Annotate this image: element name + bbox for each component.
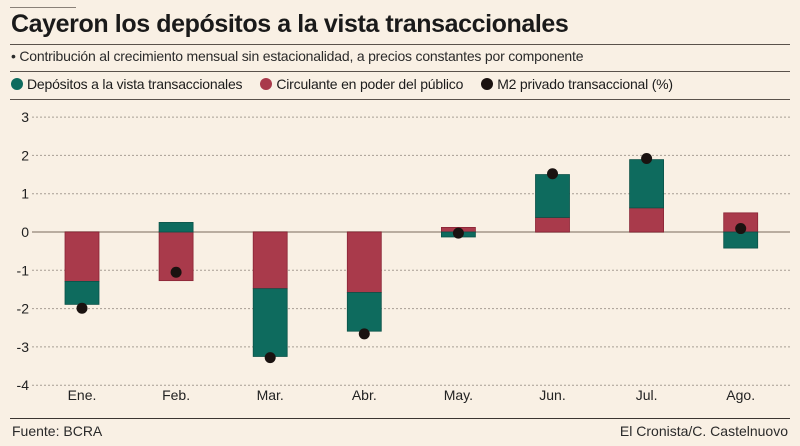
m2-dot <box>452 227 464 239</box>
gridlines <box>32 116 790 386</box>
stacked-bar-chart: 3 2 1 0 -1 -2 -3 -4 Ene. Feb. Mar. Abr. May. Jun. Jul… <box>17 109 790 403</box>
m2-dot <box>76 302 88 314</box>
y-tick-label: -4 <box>17 377 30 393</box>
credit-note: El Cronista/C. Castelnuovo <box>619 423 788 439</box>
y-tick-label: -2 <box>17 301 30 317</box>
bars <box>64 159 759 357</box>
bar-depositos <box>723 231 759 249</box>
x-tick-label: May. <box>444 387 473 403</box>
bar-circulante <box>535 217 570 233</box>
legend-label: M2 privado transaccional (%) <box>497 76 673 92</box>
source-note: Fuente: BCRA <box>12 423 103 439</box>
bar-circulante <box>252 231 288 290</box>
y-tick-label: 0 <box>21 224 29 240</box>
x-tick-label: Ene. <box>68 387 97 403</box>
bar-circulante <box>629 207 664 233</box>
bar-depositos <box>629 159 664 209</box>
legend-swatch-icon <box>260 78 273 90</box>
x-tick-label: Jun. <box>539 387 565 403</box>
legend-divider <box>10 99 790 100</box>
bar-depositos <box>64 281 100 305</box>
y-tick-label: -1 <box>17 262 30 278</box>
legend-label: Circulante en poder del público <box>276 76 464 92</box>
legend-swatch-icon <box>481 78 494 90</box>
y-tick-label: 3 <box>21 109 29 125</box>
legend-swatch-icon <box>11 78 23 90</box>
chart-title: Cayeron los depósitos a la vista transac… <box>11 10 569 38</box>
y-tick-label: -3 <box>17 339 30 355</box>
y-axis-ticks: 3 2 1 0 -1 -2 -3 -4 <box>17 109 30 393</box>
m2-dot <box>641 152 653 164</box>
x-tick-label: Feb. <box>162 387 190 403</box>
x-tick-label: Mar. <box>257 387 284 403</box>
m2-dot <box>735 223 747 235</box>
title-divider <box>10 44 790 45</box>
bar-circulante <box>64 231 100 282</box>
footer-divider <box>10 418 790 419</box>
x-tick-label: Ago. <box>726 387 755 403</box>
y-tick-label: 2 <box>21 147 29 163</box>
legend-item-depositos: Depósitos a la vista transaccionales <box>11 76 243 92</box>
x-axis-ticks: Ene. Feb. Mar. Abr. May. Jun. Jul. Ago. <box>68 387 756 403</box>
bar-depositos <box>346 292 382 332</box>
top-accent-rule <box>10 7 76 8</box>
legend: Depósitos a la vista transaccionales Cir… <box>11 76 673 92</box>
m2-dot <box>358 328 370 340</box>
legend-label: Depósitos a la vista transaccionales <box>27 76 243 92</box>
m2-dots <box>76 152 747 364</box>
y-tick-label: 1 <box>21 186 29 202</box>
bar-depositos <box>252 288 288 357</box>
bar-circulante <box>346 231 382 293</box>
m2-dot <box>547 168 558 180</box>
subtitle-divider <box>10 71 790 72</box>
legend-item-m2: M2 privado transaccional (%) <box>481 76 673 92</box>
x-tick-label: Jul. <box>636 387 658 403</box>
bar-depositos <box>535 174 570 218</box>
legend-item-circulante: Circulante en poder del público <box>260 76 463 92</box>
chart-subtitle: • Contribución al crecimiento mensual si… <box>11 48 584 64</box>
m2-dot <box>170 266 182 278</box>
x-tick-label: Abr. <box>352 387 377 403</box>
m2-dot <box>264 352 276 364</box>
bar-depositos <box>158 222 194 233</box>
